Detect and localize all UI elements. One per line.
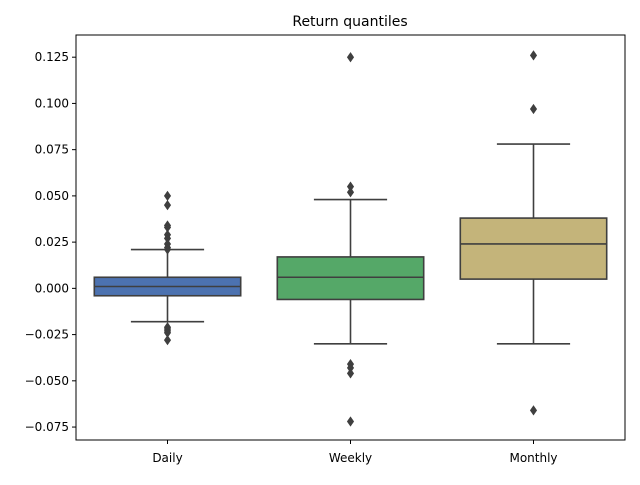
outlier-point bbox=[346, 187, 355, 198]
box-daily bbox=[93, 190, 242, 346]
y-tick-label: −0.050 bbox=[25, 374, 69, 388]
y-tick-label: 0.025 bbox=[35, 235, 69, 249]
y-tick-label: 0.050 bbox=[35, 189, 69, 203]
plot-area: −0.075 −0.050 −0.025 0.000 0.025 0.050 0.075 0.… bbox=[25, 50, 608, 465]
x-tick-label: Monthly bbox=[509, 451, 557, 465]
outlier-point bbox=[163, 244, 172, 255]
outlier-point bbox=[346, 368, 355, 379]
y-tick-label: 0.000 bbox=[35, 281, 69, 295]
y-tick-label: 0.125 bbox=[35, 50, 69, 64]
outlier-point bbox=[529, 50, 538, 61]
outlier-point bbox=[163, 200, 172, 211]
outlier-point bbox=[163, 335, 172, 346]
outlier-point bbox=[529, 405, 538, 416]
x-tick-label: Weekly bbox=[329, 451, 372, 465]
x-tick-label: Daily bbox=[152, 451, 182, 465]
y-tick-label: 0.100 bbox=[35, 96, 69, 110]
chart-title: Return quantiles bbox=[292, 14, 407, 30]
outlier-point bbox=[346, 416, 355, 427]
outlier-point bbox=[529, 103, 538, 115]
iqr-box bbox=[276, 256, 425, 301]
box-weekly bbox=[276, 52, 425, 427]
iqr-box bbox=[459, 217, 608, 280]
y-tick-label: 0.075 bbox=[35, 143, 69, 157]
outlier-point bbox=[346, 52, 355, 63]
axes-frame bbox=[75, 34, 626, 441]
y-tick-label: −0.075 bbox=[25, 420, 69, 434]
box-monthly bbox=[459, 50, 608, 416]
y-tick-label: −0.025 bbox=[25, 328, 69, 342]
